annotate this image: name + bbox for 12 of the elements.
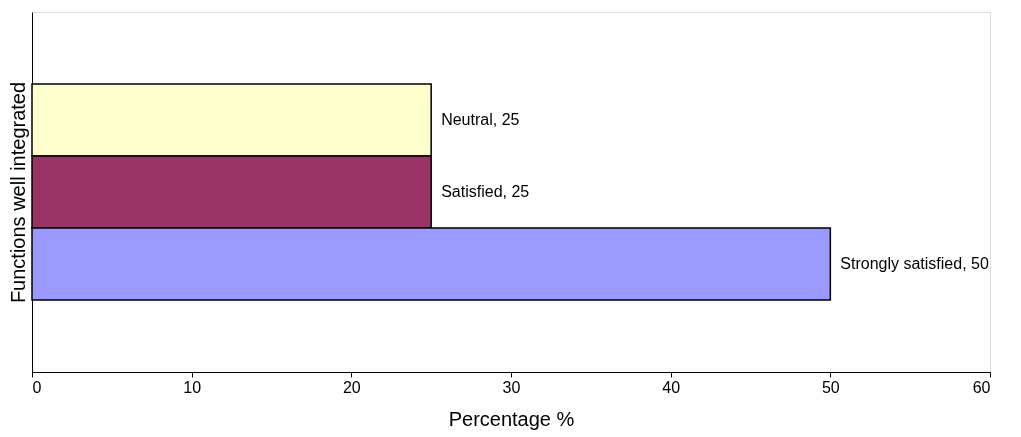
x-tick-label: 40 [662, 378, 681, 396]
x-tick-label: 30 [502, 378, 521, 396]
x-axis-title: Percentage % [448, 407, 575, 430]
x-tick-label: 50 [821, 378, 840, 396]
x-tick-label: 10 [183, 378, 202, 396]
data-label: Neutral, 25 [441, 111, 520, 128]
y-axis-title: Functions well integrated [6, 81, 29, 304]
x-tick-label: 60 [972, 378, 991, 396]
x-tick-label: 20 [342, 378, 361, 396]
x-tick-label: 0 [32, 378, 42, 396]
data-label: Strongly satisfied, 50 [840, 255, 989, 272]
data-label: Satisfied, 25 [441, 183, 530, 200]
